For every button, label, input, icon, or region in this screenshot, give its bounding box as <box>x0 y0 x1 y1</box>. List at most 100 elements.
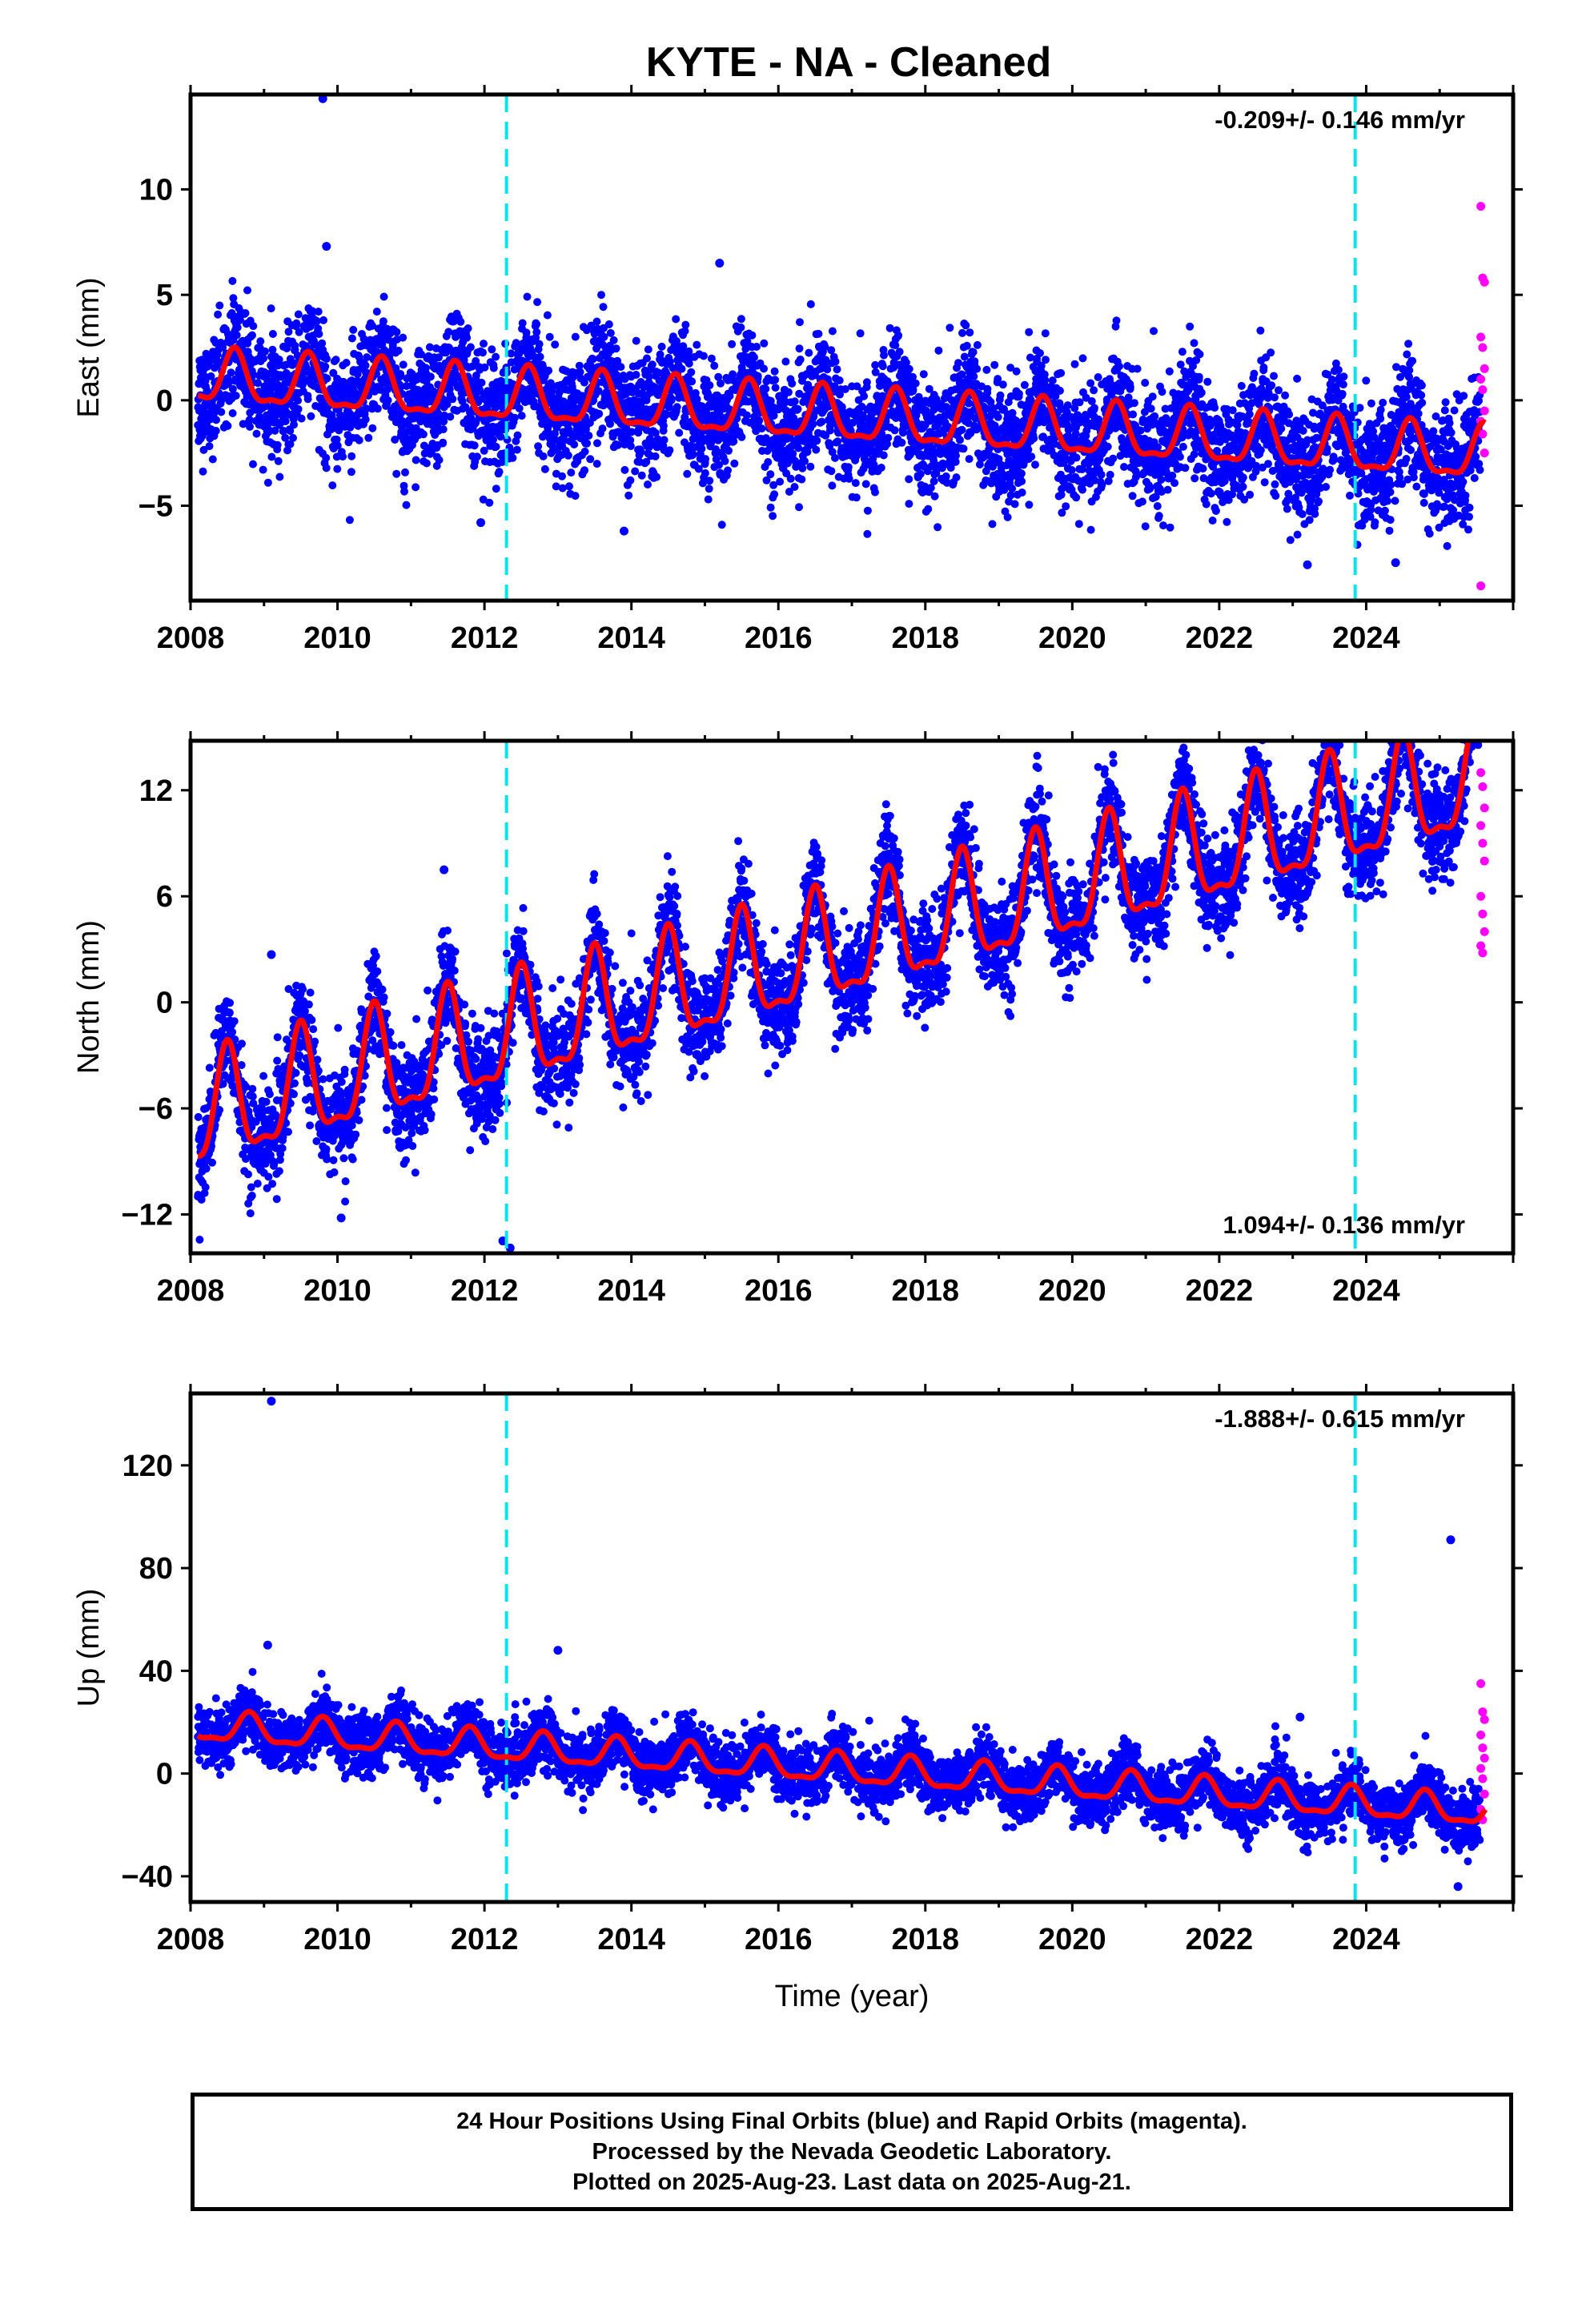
final-orbit-point <box>1259 363 1268 372</box>
final-orbit-point <box>667 396 676 404</box>
final-orbit-point <box>1275 386 1283 395</box>
final-orbit-point <box>988 520 997 529</box>
final-orbit-point <box>1223 517 1231 526</box>
final-orbit-point <box>199 467 207 476</box>
final-orbit-point <box>439 425 448 434</box>
final-orbit-point <box>812 445 821 454</box>
final-orbit-point <box>229 294 238 303</box>
final-orbit-point <box>1271 492 1280 501</box>
final-orbit-point <box>766 470 775 479</box>
final-orbit-point <box>249 460 257 468</box>
final-orbit-point <box>308 307 317 316</box>
final-orbit-point <box>631 467 640 476</box>
final-orbit-point <box>314 308 323 316</box>
final-orbit-point <box>307 412 315 420</box>
final-orbit-point <box>861 480 870 489</box>
final-orbit-point <box>239 420 247 428</box>
final-orbit-point <box>644 345 652 354</box>
final-orbit-point <box>1190 339 1199 348</box>
final-orbit-point <box>710 361 719 370</box>
final-orbit-point <box>580 466 589 475</box>
final-orbit-point <box>392 469 401 478</box>
final-orbit-point <box>488 345 496 354</box>
final-orbit-point <box>673 403 681 412</box>
final-orbit-point <box>323 374 331 383</box>
final-orbit-point <box>259 465 267 474</box>
final-orbit-point <box>479 348 487 357</box>
final-orbit-point <box>294 404 303 413</box>
final-orbit-point <box>399 333 408 342</box>
final-orbit-point <box>954 359 962 368</box>
final-orbit-point <box>916 469 925 478</box>
final-orbit-point <box>764 458 773 466</box>
final-orbit-point <box>268 330 277 338</box>
final-orbit-point <box>1239 482 1247 491</box>
final-orbit-point <box>1130 399 1138 408</box>
final-orbit-point <box>828 481 837 490</box>
final-orbit-point <box>958 328 966 337</box>
final-orbit-point <box>1211 404 1219 412</box>
final-orbit-point <box>246 422 254 431</box>
final-orbit-point <box>212 416 220 424</box>
final-orbit-point <box>1154 512 1163 521</box>
final-orbit-point <box>1003 513 1012 521</box>
final-orbit-point <box>515 404 524 412</box>
final-orbit-point <box>952 452 960 460</box>
final-orbit-point <box>1048 376 1057 385</box>
final-orbit-point <box>495 468 504 476</box>
final-orbit-point <box>1070 360 1079 368</box>
final-orbit-point <box>1115 362 1123 371</box>
final-orbit-point <box>788 379 797 388</box>
final-orbit-point <box>331 356 340 364</box>
final-orbit-point <box>934 523 942 532</box>
final-orbit-point <box>620 465 629 474</box>
final-orbit-point <box>806 300 815 308</box>
final-orbit-point <box>435 456 444 464</box>
final-orbit-point <box>806 462 815 471</box>
final-orbit-point <box>267 452 276 461</box>
final-orbit-point <box>1211 507 1220 515</box>
final-orbit-point <box>905 475 913 484</box>
plot-area-east <box>191 94 1513 601</box>
final-orbit-point <box>1024 445 1033 454</box>
final-orbit-point <box>364 433 373 442</box>
final-orbit-point <box>693 340 701 349</box>
final-orbit-point <box>1186 322 1195 331</box>
final-orbit-point <box>1178 348 1186 356</box>
final-orbit-point <box>871 488 879 497</box>
final-orbit-point <box>1285 410 1294 419</box>
final-orbit-point <box>1010 500 1019 509</box>
final-orbit-point <box>1150 327 1158 336</box>
final-orbit-point <box>227 368 235 377</box>
final-orbit-point <box>796 356 805 364</box>
final-orbit-point <box>796 318 804 327</box>
final-orbit-point <box>446 412 455 421</box>
final-orbit-point <box>1159 521 1167 530</box>
final-orbit-point <box>1072 453 1081 462</box>
final-orbit-point <box>793 404 802 413</box>
final-orbit-point <box>958 425 966 434</box>
final-orbit-point <box>1090 404 1098 412</box>
final-orbit-point <box>966 328 974 337</box>
final-orbit-point <box>1197 388 1206 397</box>
final-orbit-point <box>687 368 696 376</box>
final-orbit-point <box>1094 415 1103 424</box>
final-orbit-point <box>571 492 580 501</box>
final-orbit-point <box>860 392 869 400</box>
final-orbit-point <box>510 413 519 422</box>
final-orbit-point <box>742 411 751 420</box>
final-orbit-point <box>439 438 448 447</box>
final-orbit-point <box>464 324 472 332</box>
final-orbit-point <box>805 348 813 357</box>
final-orbit-point <box>1062 502 1070 511</box>
final-orbit-point <box>245 416 254 424</box>
final-orbit-point <box>1018 477 1026 485</box>
final-orbit-point <box>339 452 347 461</box>
final-orbit-point <box>284 328 293 336</box>
final-orbit-point <box>959 444 968 453</box>
final-orbit-point <box>297 414 306 423</box>
final-orbit-point <box>402 501 411 509</box>
final-orbit-point <box>737 323 745 332</box>
final-orbit-point <box>1250 369 1259 378</box>
